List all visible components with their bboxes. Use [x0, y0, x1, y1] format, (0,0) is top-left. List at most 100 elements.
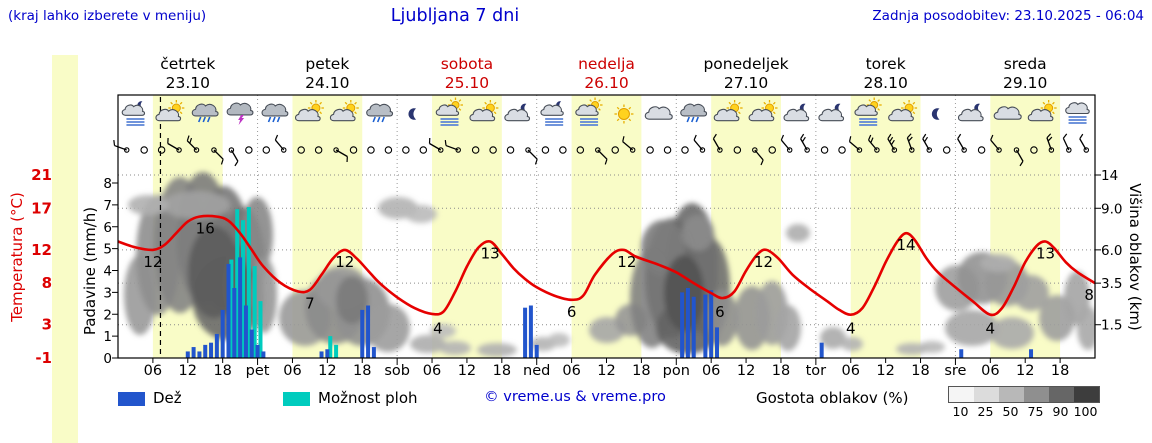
svg-text:18: 18 — [632, 363, 650, 379]
wind-calm-symbol — [646, 146, 654, 154]
wind-calm-symbol — [419, 146, 428, 154]
svg-text:pon: pon — [663, 363, 690, 379]
svg-text:6.0: 6.0 — [1101, 243, 1122, 259]
svg-text:12: 12 — [31, 241, 52, 259]
wind-calm-symbol — [768, 146, 776, 154]
svg-text:6: 6 — [567, 303, 577, 321]
wind-calm-symbol — [1030, 146, 1038, 154]
weather-icon-sun-cloud — [329, 100, 359, 122]
weather-icon-fog — [1065, 102, 1090, 124]
wind-calm-symbol — [384, 146, 393, 154]
svg-text:14: 14 — [1101, 168, 1118, 184]
credit-link[interactable]: © vreme.us & vreme.pro — [484, 389, 666, 405]
svg-text:06: 06 — [981, 363, 999, 379]
rain-legend-swatch — [118, 392, 145, 406]
wind-barb — [906, 133, 915, 153]
svg-text:3: 3 — [103, 285, 112, 301]
svg-text:8: 8 — [42, 274, 52, 292]
svg-text:13: 13 — [1036, 245, 1055, 263]
svg-text:4: 4 — [433, 319, 443, 337]
wind-calm-symbol — [820, 146, 829, 154]
wind-barb — [957, 133, 967, 153]
weather-icon-sun-cloud — [748, 100, 778, 122]
svg-text:1: 1 — [103, 329, 112, 345]
temperature-curve — [118, 214, 1095, 317]
svg-text:18: 18 — [493, 363, 511, 379]
wind-calm-symbol — [541, 146, 550, 154]
temp-value-labels: 12 16 7 12 4 13 6 12 6 12 4 14 4 13 8 — [143, 220, 1094, 338]
day-header-nedelja: nedelja 26.10 — [578, 55, 635, 92]
svg-text:7: 7 — [103, 198, 112, 214]
svg-text:3: 3 — [42, 316, 52, 334]
wind-barb — [186, 135, 200, 153]
wind-calm-symbol — [297, 146, 305, 154]
wind-calm-symbol — [140, 146, 148, 154]
svg-text:18: 18 — [911, 363, 929, 379]
svg-text:12: 12 — [617, 253, 636, 271]
svg-text:12: 12 — [1016, 363, 1034, 379]
svg-text:18: 18 — [1051, 363, 1069, 379]
svg-text:12: 12 — [754, 253, 773, 271]
day-header-četrtek: četrtek 23.10 — [160, 55, 216, 92]
weather-icon-fog-moon — [121, 101, 146, 126]
wind-barb — [622, 136, 636, 153]
wind-barb — [990, 134, 1002, 153]
svg-text:18: 18 — [213, 363, 231, 379]
wind-barb — [228, 147, 239, 167]
density-tick-label: 50 — [1002, 404, 1019, 419]
svg-text:2: 2 — [103, 307, 112, 323]
svg-text:sob: sob — [384, 363, 410, 379]
wind-barb — [887, 133, 898, 153]
weather-icon-fog-moon — [540, 101, 564, 126]
svg-text:4: 4 — [846, 319, 856, 337]
wind-calm-symbol — [349, 146, 358, 154]
showers-legend-label: Možnost ploh — [318, 389, 418, 407]
weather-icon-moon-cloud — [783, 103, 810, 122]
weather-icon-sun — [614, 104, 634, 124]
wind-barb — [274, 134, 287, 153]
page-title: Ljubljana 7 dni — [390, 6, 520, 26]
wind-barb — [595, 147, 608, 165]
svg-text:12: 12 — [335, 253, 354, 271]
weather-icon-fog-sun — [575, 97, 603, 126]
svg-text:12: 12 — [458, 363, 476, 379]
svg-text:ned: ned — [523, 363, 550, 379]
wind-barb — [1046, 133, 1055, 153]
svg-text:4: 4 — [986, 319, 996, 337]
wind-barb — [428, 137, 444, 153]
density-swatch — [974, 387, 999, 402]
axis-ticks — [112, 174, 1101, 365]
wind-calm-symbol — [977, 146, 986, 154]
weather-icon-moon-cloud — [818, 103, 845, 122]
weather-icon-storm — [226, 102, 254, 125]
daylight-bands — [152, 95, 1061, 358]
density-swatch — [949, 387, 974, 402]
weather-icon-moon — [408, 108, 417, 120]
wind-calm-symbol — [471, 146, 480, 154]
weather-icon-sun-cloud — [713, 100, 743, 122]
density-swatch — [1024, 387, 1049, 402]
wind-calm-symbol — [367, 146, 375, 154]
cloud-density-scale — [948, 386, 1100, 403]
weather-icon-sun-cloud — [155, 100, 185, 122]
svg-text:13: 13 — [481, 245, 500, 263]
wind-calm-symbol — [838, 146, 846, 154]
svg-text:18: 18 — [353, 363, 371, 379]
wind-barb — [1062, 133, 1072, 153]
svg-text:12: 12 — [179, 363, 197, 379]
cloud-density-label: Gostota oblakov (%) — [756, 389, 909, 407]
last-updated: Zadnja posodobitev: 23.10.2025 - 06:04 — [872, 8, 1144, 24]
svg-text:12: 12 — [597, 363, 615, 379]
weather-icon-rain — [191, 103, 219, 123]
weather-icon-cloud — [993, 106, 1022, 120]
menu-hint: (kraj lahko izberete v meniju) — [8, 8, 207, 24]
weather-icon-sun-cloud — [1027, 100, 1057, 122]
svg-text:14: 14 — [896, 236, 915, 254]
wind-barb — [922, 133, 933, 153]
day-header-petek: petek 24.10 — [305, 55, 350, 92]
cloud-layers — [124, 172, 1095, 357]
cloud-density-ticks: 10 25 50 75 90 100 — [948, 404, 1098, 419]
wind-calm-symbol — [262, 146, 271, 154]
wind-calm-symbol — [733, 146, 742, 154]
